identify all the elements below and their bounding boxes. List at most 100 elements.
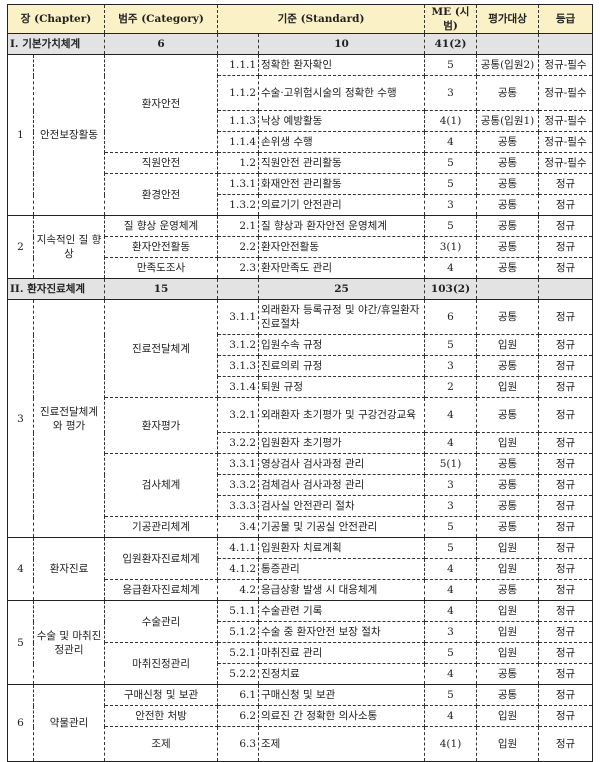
table-row: 응급환자진료체계 4.2 응급상황 발생 시 대응체계 4 공통 정규	[8, 579, 594, 601]
section-category-count: 15	[104, 278, 219, 300]
standard-title: 응급상황 발생 시 대응체계	[258, 579, 426, 601]
section-me-total: 41(2)	[424, 33, 478, 55]
standard-code: 3.3.2	[217, 474, 260, 496]
me-count: 3	[424, 474, 478, 496]
me-count: 3	[424, 75, 478, 111]
standard-code: 5.2.2	[217, 663, 260, 685]
table-row: 3.1.4 퇴원 규정 2 입원 정규	[8, 376, 594, 398]
grade: 정규	[538, 236, 594, 258]
standard-code: 2.2	[217, 236, 260, 258]
standard-code: 3.3.3	[217, 495, 260, 517]
standard-title: 환자만족도 관리	[258, 257, 426, 279]
standard-title: 수술관련 기록	[258, 600, 426, 622]
standard-title: 구매신청 및 보관	[258, 684, 426, 706]
standard-title: 통증관리	[258, 558, 426, 580]
category-name: 환자평가	[104, 397, 219, 454]
standard-title: 검체검사 검사과정 관리	[258, 474, 426, 496]
me-count: 5	[424, 215, 478, 237]
me-count: 2	[424, 376, 478, 398]
table-row: 환자안전활동 2.2 환자안전활동 3(1) 공통 정규	[8, 236, 594, 258]
standard-title: 입원환자 치료계획	[258, 537, 426, 559]
table-row: 3.3.3 검사실 안전관리 절차 3 공통 정규	[8, 495, 594, 517]
table-row: 5 수술 및 마취진정관리 수술관리 5.1.1 수술관련 기록 4 입원 정규	[7, 600, 594, 685]
me-count: 5	[424, 684, 478, 706]
evaluation-target: 공통	[476, 173, 540, 195]
evaluation-target: 공통	[476, 579, 540, 601]
standard-code: 3.1.2	[217, 334, 260, 356]
section-target-blank	[476, 33, 540, 55]
me-count: 5	[424, 152, 478, 174]
table-body: I. 기본가치체계 6 10 41(2) 1 안전보장활동 환자안전 1.1.1 정확한 환자확…	[6, 33, 594, 762]
category-name: 기공관리체계	[104, 516, 219, 538]
chapter-number: 4	[7, 537, 34, 601]
header-me: ME (시범)	[424, 4, 478, 34]
table-row: 2 지속적인 질 향상 질 향상 운영체계 2.1 질 향상과 환자안전 운영체계 5 공통…	[7, 215, 594, 279]
me-count: 5	[424, 642, 478, 664]
standard-code: 3.1.4	[217, 376, 260, 398]
me-count: 4(1)	[424, 110, 478, 132]
chapter-name: 지속적인 질 향상	[32, 215, 106, 279]
evaluation-target: 공통	[476, 355, 540, 377]
category-name: 수술관리	[104, 600, 219, 643]
evaluation-target: 공통	[476, 257, 540, 279]
grade: 정규	[538, 495, 594, 517]
header-row: 장 (Chapter) 범주 (Category) 기준 (Standard) …	[6, 4, 594, 34]
grade: 정규	[538, 537, 594, 559]
grade: 정규-필수	[538, 131, 594, 153]
standard-title: 검사실 안전관리 절차	[258, 495, 426, 517]
evaluation-target: 공통	[476, 397, 540, 433]
standard-code: 4.1.1	[217, 537, 260, 559]
standard-code: 1.3.2	[217, 194, 260, 216]
me-count: 4	[424, 131, 478, 153]
grade: 정규	[538, 705, 594, 727]
me-count: 4	[424, 397, 478, 433]
me-count: 5	[424, 334, 478, 356]
grade: 정규	[538, 453, 594, 475]
standard-title: 손위생 수행	[258, 131, 426, 153]
category-name: 검사체계	[104, 453, 219, 517]
category-name: 안전한 처방	[104, 705, 219, 727]
table-row: 환자평가 3.2.1 외래환자 초기평가 및 구강건강교육 4 공통 정규	[8, 397, 594, 454]
grade: 정규	[538, 579, 594, 601]
standard-code: 1.3.1	[217, 173, 260, 195]
table-row: 5.1.2 수술 중 환자안전 보장 절차 3 입원 정규	[8, 621, 594, 643]
evaluation-target: 공통	[476, 684, 540, 706]
me-count: 4	[424, 558, 478, 580]
grade: 정규	[538, 397, 594, 433]
grade: 정규	[538, 215, 594, 237]
me-count: 3(1)	[424, 236, 478, 258]
standard-title: 조제	[258, 726, 426, 762]
category-name: 응급환자진료체계	[104, 579, 219, 601]
standard-title: 진료의뢰 규정	[258, 355, 426, 377]
standard-code: 3.4	[217, 516, 260, 538]
table-row: 마취진정관리 5.2.1 마취진료 관리 5 입원 정규	[8, 642, 594, 685]
evaluation-target: 입원	[476, 705, 540, 727]
standard-code: 3.1.3	[217, 355, 260, 377]
section-label: II. 환자진료체계	[6, 278, 106, 300]
chapter-name: 수술 및 마취진정관리	[32, 600, 106, 685]
grade: 정규	[538, 558, 594, 580]
grade: 정규	[538, 173, 594, 195]
grade: 정규	[538, 516, 594, 538]
standard-code: 1.1.4	[217, 131, 260, 153]
standard-code: 1.1.2	[217, 75, 260, 111]
evaluation-target: 공통	[476, 299, 540, 335]
section-code-blank	[217, 33, 260, 55]
me-count: 4	[424, 705, 478, 727]
grade: 정규-필수	[538, 75, 594, 111]
standard-code: 1.1.1	[217, 54, 260, 76]
table-row: 3.3.2 검체검사 검사과정 관리 3 공통 정규	[8, 474, 594, 496]
standard-title: 퇴원 규정	[258, 376, 426, 398]
header-standard: 기준 (Standard)	[217, 4, 426, 34]
standard-title: 의료기기 안전관리	[258, 194, 426, 216]
evaluation-target: 공통	[476, 663, 540, 685]
grade: 정규	[538, 600, 594, 622]
evaluation-target: 입원	[476, 642, 540, 664]
standard-code: 6.2	[217, 705, 260, 727]
evaluation-target: 입원	[476, 558, 540, 580]
table-row: 기공관리체계 3.4 기공물 및 기공실 안전관리 5 공통 정규	[8, 516, 594, 538]
grade: 정규-필수	[538, 54, 594, 76]
me-count: 5	[424, 173, 478, 195]
standard-title: 의료진 간 정확한 의사소통	[258, 705, 426, 727]
evaluation-target: 입원	[476, 726, 540, 762]
